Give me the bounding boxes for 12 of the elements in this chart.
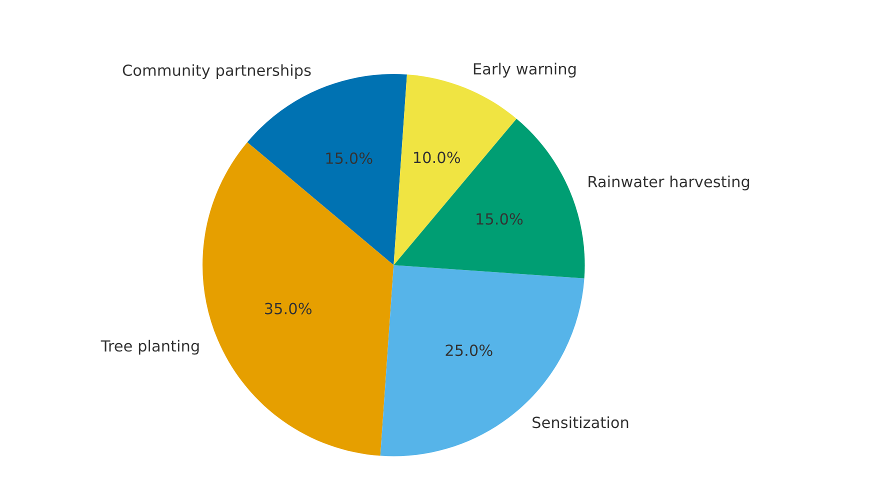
data-label: 15.0%	[326, 152, 372, 164]
data-label: 10.0%	[414, 152, 460, 164]
pie-slice	[394, 118, 585, 278]
data-label: 15.0%	[476, 213, 523, 225]
slice-label: Community partnerships	[122, 64, 311, 79]
slice-label: Rainwater harvesting	[588, 176, 750, 190]
slice-label: Sensitization	[532, 416, 628, 428]
pie-slice	[202, 142, 394, 456]
slice-label: Tree planting	[100, 340, 199, 355]
data-label: 25.0%	[446, 344, 492, 356]
slice-label: Early warning	[474, 62, 576, 78]
data-label: 35.0%	[265, 302, 312, 314]
